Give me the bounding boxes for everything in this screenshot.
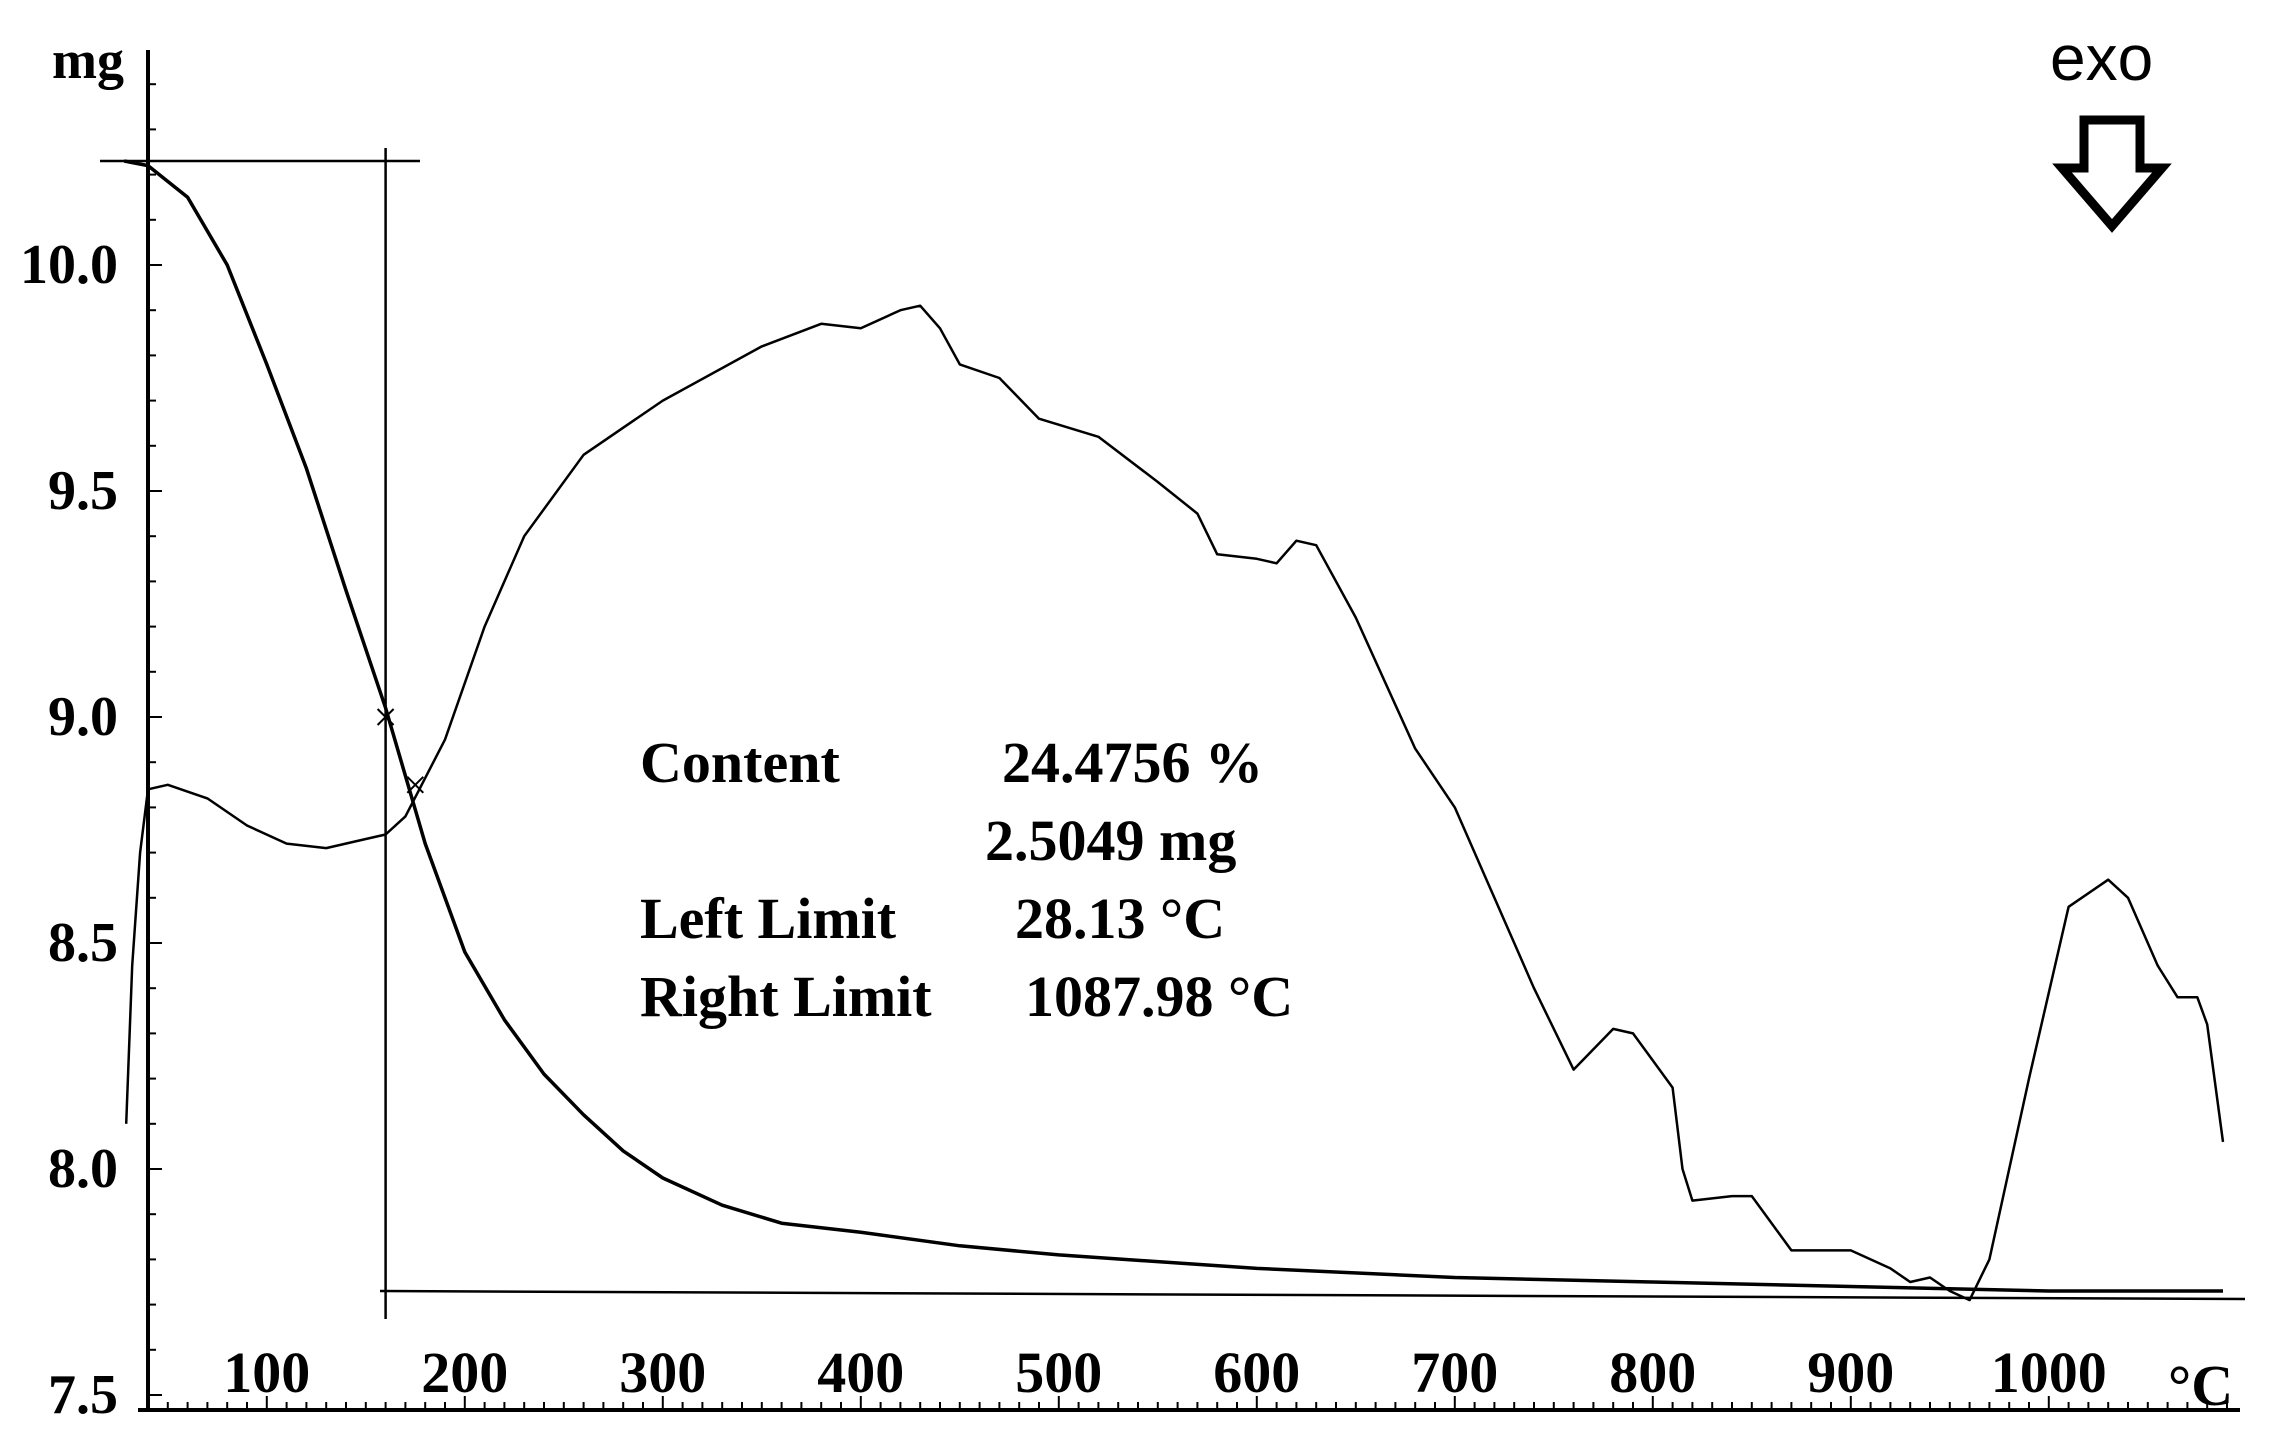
x-axis-unit-label: °C bbox=[2168, 1353, 2233, 1418]
left-limit-value: 28.13 °C bbox=[1015, 886, 1225, 951]
x-tick-label: 800 bbox=[1609, 1340, 1696, 1405]
lower-level-line bbox=[379, 1289, 2246, 1301]
content-mass-value: 2.5049 mg bbox=[985, 808, 1236, 873]
exo-down-arrow-icon bbox=[2052, 115, 2172, 233]
x-tick-label: 400 bbox=[817, 1340, 904, 1405]
right-limit-label: Right Limit bbox=[640, 964, 932, 1029]
crossing-marker bbox=[376, 708, 395, 726]
y-tick-label: 9.0 bbox=[48, 686, 118, 748]
y-tick-label: 8.5 bbox=[48, 912, 118, 974]
mass-loss-curve bbox=[123, 159, 2223, 1293]
heat-flow-curve bbox=[124, 304, 2225, 1302]
x-tick-label: 1000 bbox=[1991, 1340, 2107, 1405]
axes bbox=[138, 50, 2240, 1412]
tick-labels: 7.5 8.0 8.5 9.0 9.5 10.0 100 200 300 400 500 600 700… bbox=[20, 234, 2107, 1426]
crossing-marker bbox=[406, 776, 425, 794]
y-tick-label: 8.0 bbox=[48, 1138, 118, 1200]
step-guide-lines bbox=[100, 148, 2246, 1320]
y-tick-label: 9.5 bbox=[48, 460, 118, 522]
exo-label: exo bbox=[2050, 22, 2153, 94]
x-tick-label: 200 bbox=[421, 1340, 508, 1405]
x-tick-label: 500 bbox=[1015, 1340, 1102, 1405]
y-axis-unit-label: mg bbox=[52, 30, 124, 90]
left-limit-label: Left Limit bbox=[640, 886, 897, 951]
y-tick-label: 10.0 bbox=[20, 234, 118, 296]
x-tick-label: 300 bbox=[619, 1340, 706, 1405]
content-percent-value: 24.4756 % bbox=[1002, 730, 1263, 795]
series-group bbox=[123, 159, 2225, 1302]
y-tick-label: 7.5 bbox=[48, 1364, 118, 1426]
x-tick-label: 900 bbox=[1807, 1340, 1894, 1405]
x-tick-label: 100 bbox=[223, 1340, 310, 1405]
right-limit-value: 1087.98 °C bbox=[1025, 964, 1293, 1029]
x-tick-label: 700 bbox=[1411, 1340, 1498, 1405]
result-annotation: Content 24.4756 % 2.5049 mg Left Limit 2… bbox=[640, 730, 1293, 1029]
x-tick-label: 600 bbox=[1213, 1340, 1300, 1405]
content-label: Content bbox=[640, 730, 840, 795]
